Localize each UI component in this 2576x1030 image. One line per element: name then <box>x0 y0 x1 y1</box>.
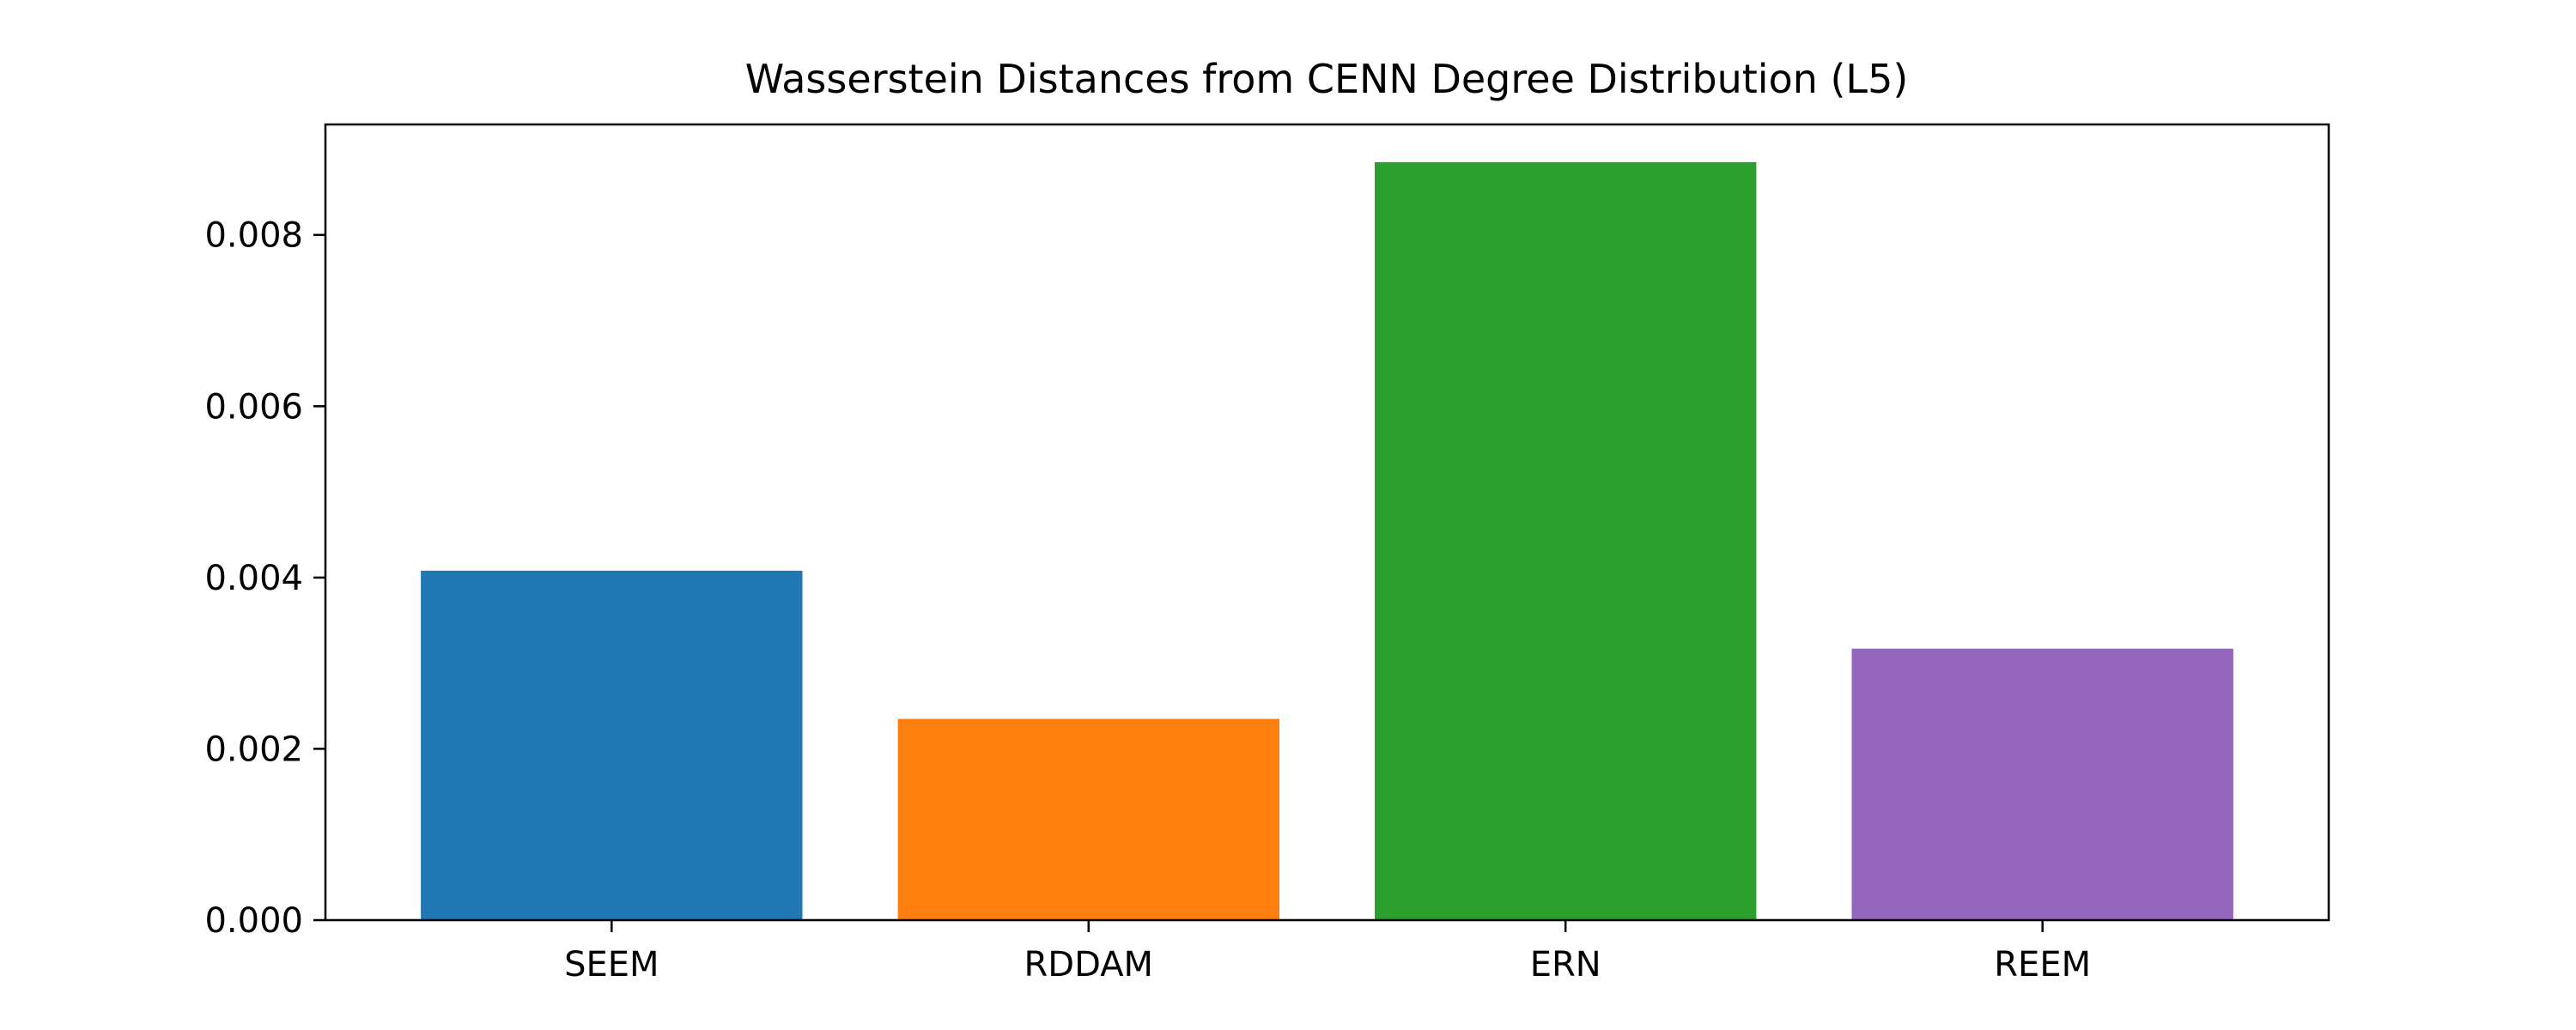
y-tick-label: 0.000 <box>204 901 303 941</box>
chart-title: Wasserstein Distances from CENN Degree D… <box>745 56 1909 102</box>
y-tick-label: 0.004 <box>204 559 303 598</box>
y-tick-label: 0.002 <box>204 730 303 769</box>
bar-rddam <box>898 719 1279 921</box>
x-tick-label: SEEM <box>564 945 659 985</box>
bar-ern <box>1375 162 1756 920</box>
y-tick-label: 0.008 <box>204 216 303 256</box>
bar-reem <box>1852 649 2233 920</box>
x-tick-label: RDDAM <box>1024 945 1154 985</box>
x-tick-label: ERN <box>1530 945 1601 985</box>
x-tick-label: REEM <box>1994 945 2091 985</box>
bar-seem <box>421 571 802 920</box>
y-tick-label: 0.006 <box>204 387 303 427</box>
